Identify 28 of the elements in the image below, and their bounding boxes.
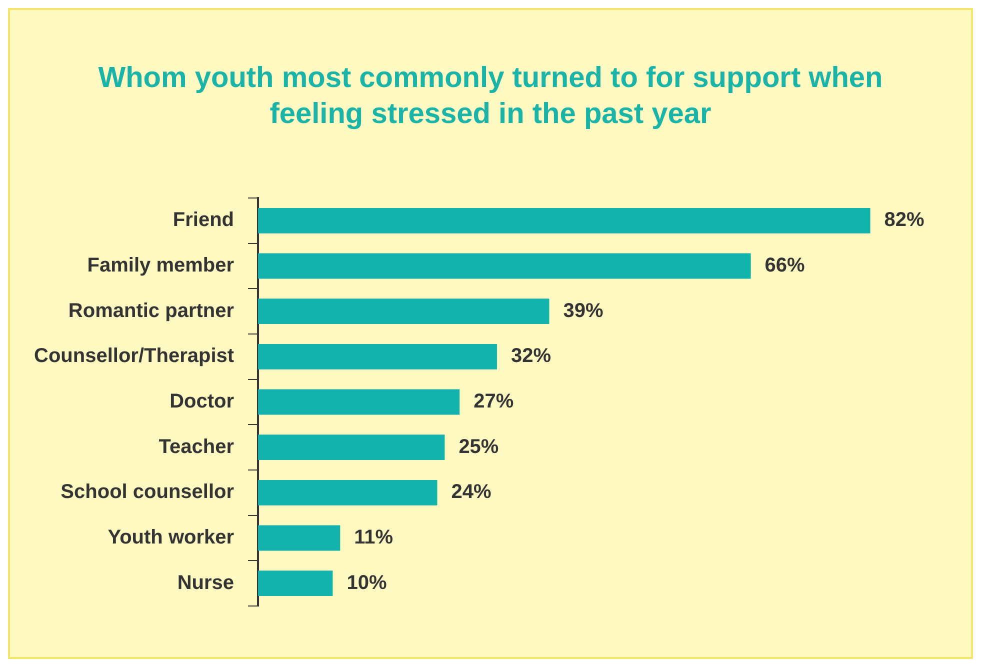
bar — [258, 570, 333, 596]
bar — [258, 208, 870, 234]
y-tick-label: Teacher — [158, 436, 234, 458]
y-tick-label: Family member — [87, 254, 234, 277]
data-label: 10% — [346, 572, 387, 594]
bar — [258, 389, 460, 415]
bar — [258, 344, 497, 370]
data-label: 24% — [451, 481, 492, 504]
bar — [258, 434, 445, 460]
data-label: 82% — [884, 209, 925, 232]
data-label: 32% — [510, 345, 552, 368]
data-label: 39% — [563, 300, 604, 322]
y-tick-label: Counsellor/Therapist — [34, 345, 234, 368]
data-label: 27% — [474, 390, 514, 413]
y-tick-label: Nurse — [177, 572, 234, 594]
y-tick-label: Romantic partner — [68, 300, 234, 322]
bar — [258, 253, 751, 279]
y-tick-label: Friend — [172, 209, 234, 232]
data-label: 25% — [458, 436, 499, 458]
bar — [258, 480, 438, 506]
chart-title: Whom youth most commonly turned to for support when feeling stressed in the past year — [97, 61, 884, 132]
y-tick-label: Doctor — [170, 390, 234, 413]
data-label: 11% — [354, 526, 394, 549]
y-tick-label: School counsellor — [60, 481, 234, 504]
y-tick-label: Youth worker — [108, 526, 234, 549]
data-label: 66% — [764, 254, 806, 277]
bar — [258, 298, 550, 324]
bar — [258, 525, 340, 551]
